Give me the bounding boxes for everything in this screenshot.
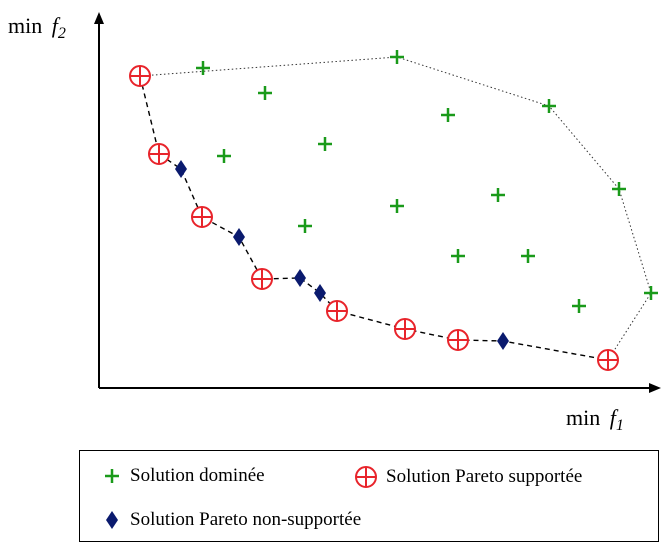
- legend-supported-label: Solution Pareto supportée: [386, 466, 583, 487]
- dominated-point: [298, 219, 312, 233]
- non-supported-point: [294, 269, 306, 287]
- supported-point: [148, 143, 170, 165]
- supported-point: [447, 329, 469, 351]
- legend-supported: Solution Pareto supportée: [354, 465, 582, 489]
- dominated-point: [542, 99, 556, 113]
- y-axis-arrow: [94, 12, 104, 24]
- legend: Solution dominée Solution Pareto support…: [79, 450, 659, 542]
- dominated-point: [390, 199, 404, 213]
- dominated-point: [612, 182, 626, 196]
- dominated-point: [196, 61, 210, 75]
- dominated-point: [318, 137, 332, 151]
- legend-dominated: Solution dominée: [102, 465, 265, 487]
- hull-dotted-line: [139, 56, 652, 361]
- dominated-point: [521, 249, 535, 263]
- legend-non-supported-label: Solution Pareto non-supportée: [130, 509, 362, 530]
- dominated-point: [258, 86, 272, 100]
- non-supported-point: [497, 332, 509, 350]
- legend-dominated-label: Solution dominée: [130, 465, 265, 486]
- circled-plus-marker-icon: [355, 466, 377, 488]
- supported-point: [129, 65, 151, 87]
- supported-point: [394, 318, 416, 340]
- supported-point: [251, 268, 273, 290]
- non-supported-point: [175, 160, 187, 178]
- diamond-marker-icon: [106, 511, 118, 529]
- supported-point: [326, 300, 348, 322]
- legend-non-supported: Solution Pareto non-supportée: [102, 509, 361, 531]
- plus-marker-icon: [105, 469, 119, 483]
- dominated-point: [491, 188, 505, 202]
- x-axis-arrow: [649, 383, 661, 393]
- non-supported-point: [314, 284, 326, 302]
- dominated-point: [441, 108, 455, 122]
- dominance-hull-outline: [139, 56, 652, 361]
- y-axis-label: min f2: [8, 13, 66, 42]
- solution-points: [129, 50, 658, 371]
- supported-point: [191, 206, 213, 228]
- dominated-point: [451, 249, 465, 263]
- dominated-point: [644, 286, 658, 300]
- dominated-point: [217, 149, 231, 163]
- dominated-point: [390, 50, 404, 64]
- supported-point: [597, 349, 619, 371]
- x-axis-label: min f1: [566, 405, 624, 434]
- dominated-point: [572, 299, 586, 313]
- non-supported-point: [233, 228, 245, 246]
- pareto-diagram: min f2 min f1: [8, 12, 661, 434]
